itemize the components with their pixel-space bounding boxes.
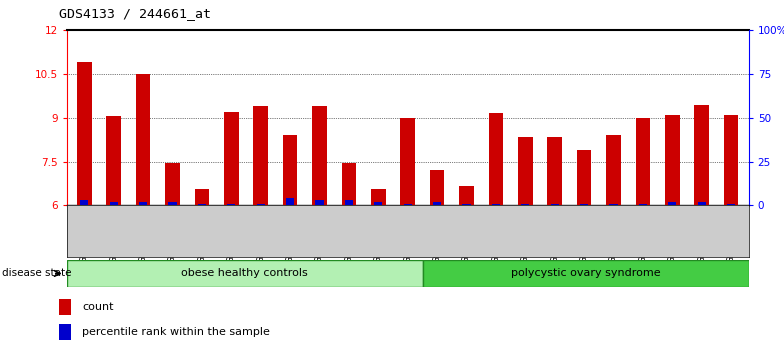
Text: polycystic ovary syndrome: polycystic ovary syndrome: [511, 268, 660, 279]
Bar: [342, 163, 356, 205]
Bar: [283, 135, 297, 205]
Bar: [165, 163, 180, 205]
Bar: [639, 204, 647, 205]
Text: GDS4133 / 244661_at: GDS4133 / 244661_at: [59, 7, 211, 20]
Bar: [695, 104, 709, 205]
Bar: [198, 204, 206, 205]
Bar: [227, 204, 235, 205]
Bar: [727, 204, 735, 205]
Bar: [492, 204, 500, 205]
Bar: [636, 118, 650, 205]
Bar: [724, 115, 739, 205]
Bar: [312, 106, 327, 205]
Bar: [59, 324, 71, 340]
Text: obese healthy controls: obese healthy controls: [181, 268, 308, 279]
Bar: [404, 204, 412, 205]
Bar: [374, 202, 383, 205]
Bar: [606, 135, 621, 205]
Bar: [423, 260, 749, 287]
Bar: [107, 116, 121, 205]
Bar: [286, 198, 294, 205]
Bar: [110, 202, 118, 205]
Bar: [224, 112, 238, 205]
Bar: [577, 150, 591, 205]
Bar: [459, 186, 474, 205]
Bar: [77, 62, 92, 205]
Bar: [253, 106, 268, 205]
Bar: [518, 137, 532, 205]
Bar: [550, 204, 559, 205]
Bar: [59, 299, 71, 315]
Bar: [430, 170, 445, 205]
Bar: [665, 115, 680, 205]
Bar: [609, 204, 618, 205]
Bar: [136, 74, 151, 205]
Text: disease state: disease state: [2, 268, 71, 279]
Bar: [401, 118, 415, 205]
Bar: [371, 189, 386, 205]
Bar: [194, 189, 209, 205]
Bar: [256, 204, 265, 205]
Bar: [698, 202, 706, 205]
Bar: [169, 202, 176, 205]
Bar: [315, 200, 324, 205]
Bar: [521, 204, 529, 205]
Bar: [433, 202, 441, 205]
Bar: [345, 200, 353, 205]
Bar: [488, 113, 503, 205]
Bar: [80, 200, 89, 205]
Text: count: count: [82, 302, 114, 313]
Bar: [139, 202, 147, 205]
Bar: [67, 260, 423, 287]
Bar: [547, 137, 562, 205]
Text: percentile rank within the sample: percentile rank within the sample: [82, 327, 270, 337]
Bar: [463, 204, 470, 205]
Bar: [668, 202, 677, 205]
Bar: [580, 204, 588, 205]
